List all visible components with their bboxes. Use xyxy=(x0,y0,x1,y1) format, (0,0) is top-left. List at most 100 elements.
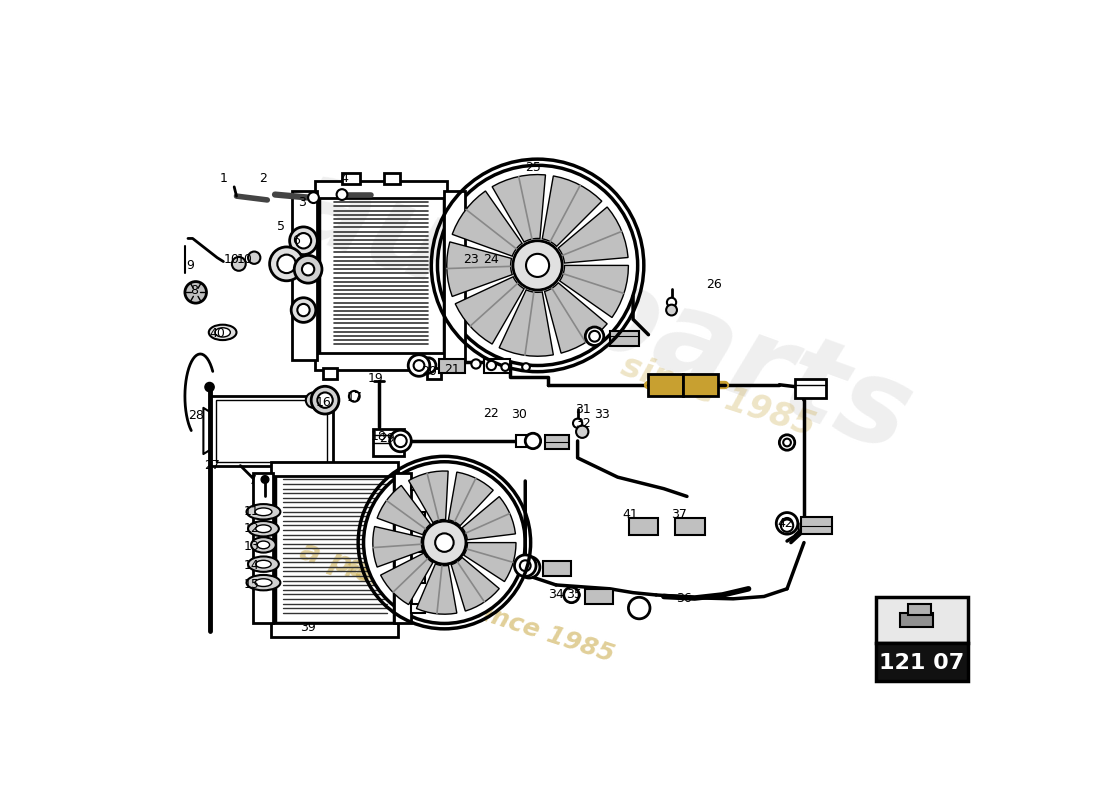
Text: 4: 4 xyxy=(340,172,349,185)
Circle shape xyxy=(502,363,509,371)
Text: 13: 13 xyxy=(244,540,260,553)
Text: 9: 9 xyxy=(186,259,195,272)
Polygon shape xyxy=(464,542,516,582)
Text: 20: 20 xyxy=(421,365,437,378)
Ellipse shape xyxy=(248,557,278,572)
Polygon shape xyxy=(381,553,433,605)
Text: 6: 6 xyxy=(292,234,299,247)
Bar xyxy=(443,190,465,360)
Bar xyxy=(876,597,968,643)
Ellipse shape xyxy=(782,518,792,529)
Ellipse shape xyxy=(246,575,280,590)
Circle shape xyxy=(573,418,582,428)
Circle shape xyxy=(295,255,322,283)
Text: for Parts since 1985: for Parts since 1985 xyxy=(341,557,617,667)
Circle shape xyxy=(318,393,332,408)
Ellipse shape xyxy=(590,331,600,342)
Ellipse shape xyxy=(246,504,280,519)
Polygon shape xyxy=(544,282,607,353)
Text: 29: 29 xyxy=(378,432,395,445)
Bar xyxy=(900,614,933,627)
Text: 27: 27 xyxy=(204,459,220,472)
Ellipse shape xyxy=(394,434,407,447)
Circle shape xyxy=(308,192,319,203)
Circle shape xyxy=(261,476,268,483)
Bar xyxy=(439,359,465,373)
Ellipse shape xyxy=(779,435,795,450)
Bar xyxy=(794,379,825,398)
Bar xyxy=(411,481,425,490)
Circle shape xyxy=(471,359,481,369)
Polygon shape xyxy=(447,242,513,297)
Text: 24: 24 xyxy=(483,253,498,266)
Ellipse shape xyxy=(255,525,271,533)
Text: 3: 3 xyxy=(298,196,306,209)
Bar xyxy=(292,190,317,360)
Bar xyxy=(253,474,273,623)
Bar xyxy=(411,574,425,582)
Text: 37: 37 xyxy=(671,508,688,521)
Circle shape xyxy=(270,247,304,281)
Text: 33: 33 xyxy=(594,407,610,421)
Text: autoparts: autoparts xyxy=(277,146,927,477)
Polygon shape xyxy=(462,497,516,540)
Circle shape xyxy=(781,519,793,532)
Polygon shape xyxy=(452,191,522,256)
Ellipse shape xyxy=(420,358,436,373)
Text: 19: 19 xyxy=(367,372,383,385)
Bar xyxy=(629,518,659,535)
Text: a part of: a part of xyxy=(296,537,447,610)
Circle shape xyxy=(277,254,296,273)
Circle shape xyxy=(185,282,207,303)
Polygon shape xyxy=(492,174,546,242)
Circle shape xyxy=(422,521,466,564)
Ellipse shape xyxy=(214,328,230,337)
Circle shape xyxy=(576,426,588,438)
Bar xyxy=(876,643,968,682)
Text: 36: 36 xyxy=(676,591,692,605)
Bar xyxy=(216,400,327,462)
Text: 11: 11 xyxy=(244,506,260,518)
Polygon shape xyxy=(451,558,499,611)
Polygon shape xyxy=(560,266,628,318)
Bar xyxy=(411,604,425,614)
Text: 14: 14 xyxy=(244,559,260,572)
Polygon shape xyxy=(408,471,448,522)
Circle shape xyxy=(363,462,526,623)
Bar xyxy=(315,353,448,370)
Bar xyxy=(543,561,571,577)
Bar xyxy=(411,512,425,521)
Ellipse shape xyxy=(248,521,278,537)
Circle shape xyxy=(667,298,676,307)
Bar xyxy=(373,429,404,455)
Text: 41: 41 xyxy=(623,508,638,521)
Bar xyxy=(908,604,931,615)
Text: 10: 10 xyxy=(236,253,253,266)
Ellipse shape xyxy=(255,578,272,586)
Ellipse shape xyxy=(585,327,604,346)
Ellipse shape xyxy=(563,587,580,602)
Circle shape xyxy=(438,166,638,366)
Ellipse shape xyxy=(255,560,271,568)
Ellipse shape xyxy=(520,560,530,571)
Circle shape xyxy=(513,241,562,290)
Text: 28: 28 xyxy=(188,409,205,422)
Ellipse shape xyxy=(255,508,272,516)
Circle shape xyxy=(249,251,261,264)
Ellipse shape xyxy=(628,598,650,619)
Text: 25: 25 xyxy=(525,161,541,174)
Polygon shape xyxy=(455,277,524,344)
Bar xyxy=(271,462,398,476)
Circle shape xyxy=(667,305,676,315)
Text: 23: 23 xyxy=(463,253,480,266)
Text: 8: 8 xyxy=(190,284,198,298)
Bar xyxy=(322,368,337,378)
Ellipse shape xyxy=(389,430,411,452)
Text: 12: 12 xyxy=(244,522,260,535)
Text: 10: 10 xyxy=(223,253,239,266)
Text: 16: 16 xyxy=(316,396,331,409)
Polygon shape xyxy=(558,207,628,263)
Bar xyxy=(209,396,332,466)
Text: 15: 15 xyxy=(244,578,260,591)
Bar xyxy=(649,374,683,395)
